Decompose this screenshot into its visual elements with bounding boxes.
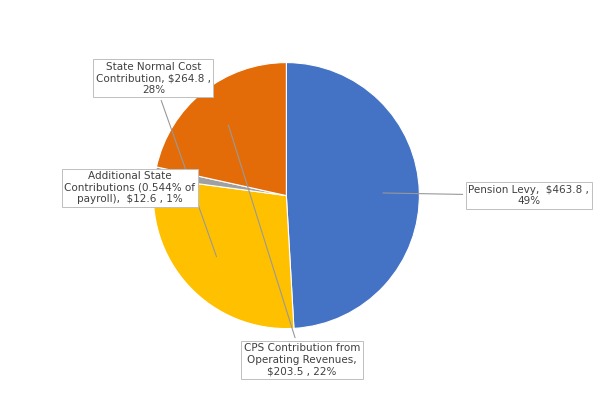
Text: CPS Contribution from
Operating Revenues,
$203.5 , 22%: CPS Contribution from Operating Revenues…: [228, 125, 360, 377]
Text: Pension Levy,  $463.8 ,
49%: Pension Levy, $463.8 , 49%: [383, 185, 590, 206]
Text: Additional State
Contributions (0.544% of
payroll),  $12.6 , 1%: Additional State Contributions (0.544% o…: [65, 171, 195, 204]
Wedge shape: [153, 178, 294, 329]
Wedge shape: [155, 167, 286, 196]
Wedge shape: [156, 63, 286, 196]
Wedge shape: [286, 63, 419, 328]
Text: State Normal Cost
Contribution, $264.8 ,
28%: State Normal Cost Contribution, $264.8 ,…: [96, 61, 217, 257]
